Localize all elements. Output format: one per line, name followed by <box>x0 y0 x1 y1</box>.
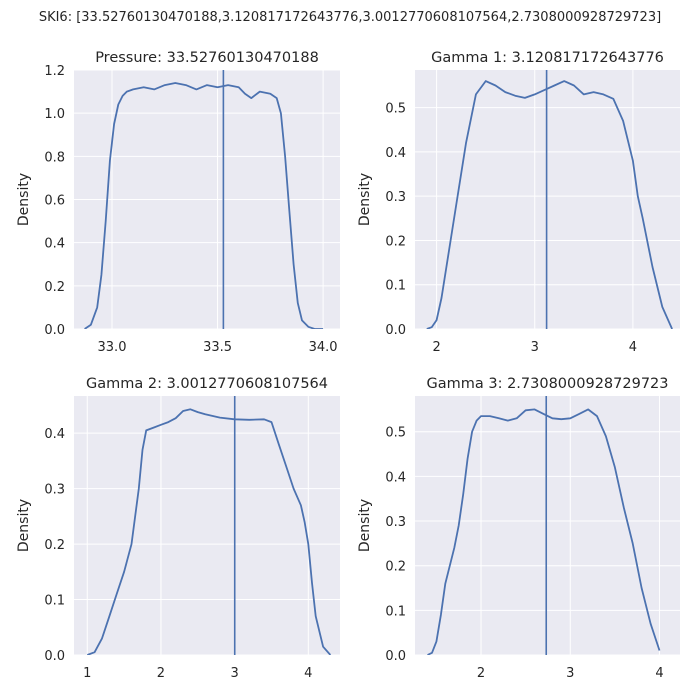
plot-area <box>415 70 680 329</box>
y-tick-label: 0.4 <box>385 146 406 161</box>
y-tick-label: 0.0 <box>385 649 406 664</box>
subplot-gamma-1: 0.0 0.1 0.2 0.3 0.4 0.5 2 3 4 Gamma 1: 3.12081717… <box>357 50 680 355</box>
x-tick-label: 2 <box>157 666 165 681</box>
y-axis-label: Density <box>357 499 373 552</box>
y-tick-label: 0.5 <box>385 426 406 441</box>
y-tick-label: 0.8 <box>44 150 65 165</box>
x-tick-label: 33.5 <box>203 340 232 355</box>
y-tick-label: 0.1 <box>385 604 406 619</box>
y-tick-label: 1.0 <box>44 107 65 122</box>
density-curve <box>426 80 673 329</box>
subplot-title: Gamma 1: 3.120817172643776 <box>431 50 664 66</box>
y-tick-label: 0.2 <box>385 234 406 249</box>
subplot-pressure: 0.0 0.2 0.4 0.6 0.8 1.0 1.2 33.0 33.5 34.0 Pressur… <box>16 50 340 355</box>
y-tick-label: 0.6 <box>44 194 65 209</box>
subplot-title: Gamma 2: 3.0012770608107564 <box>86 376 328 392</box>
subplot-title: Gamma 3: 2.7308000928729723 <box>426 376 668 392</box>
y-tick-label: 0.2 <box>44 280 65 295</box>
x-tick-label: 33.0 <box>98 340 127 355</box>
y-tick-label: 0.4 <box>385 470 406 485</box>
x-tick-label: 4 <box>629 340 637 355</box>
y-tick-label: 0.0 <box>385 323 406 338</box>
x-tick-label: 4 <box>304 666 312 681</box>
y-tick-label: 1.2 <box>44 64 65 79</box>
y-axis-label: Density <box>357 173 373 226</box>
density-curve <box>84 82 324 329</box>
figure-suptitle: SKI6: [33.52760130470188,3.1208171726437… <box>38 10 662 25</box>
y-tick-label: 0.3 <box>385 190 406 205</box>
y-tick-label: 0.2 <box>44 538 65 553</box>
y-tick-label: 0.5 <box>385 102 406 117</box>
y-tick-label: 0.4 <box>44 237 65 252</box>
plot-area <box>415 396 680 655</box>
density-curve <box>86 408 332 655</box>
y-axis-label: Density <box>16 499 32 552</box>
plot-area <box>74 396 340 655</box>
x-tick-label: 4 <box>655 666 663 681</box>
density-curve <box>427 408 661 655</box>
x-tick-label: 1 <box>83 666 91 681</box>
y-tick-label: 0.2 <box>385 560 406 575</box>
y-tick-label: 0.4 <box>44 427 65 442</box>
y-axis-label: Density <box>16 173 32 226</box>
subplot-gamma-2: 0.0 0.1 0.2 0.3 0.4 1 2 3 4 Gamma 2: 3.0012770608… <box>16 376 340 681</box>
x-tick-label: 2 <box>432 340 440 355</box>
x-tick-label: 34.0 <box>309 340 338 355</box>
x-tick-label: 2 <box>477 666 485 681</box>
x-tick-label: 3 <box>566 666 574 681</box>
y-tick-label: 0.1 <box>44 594 65 609</box>
x-tick-label: 3 <box>531 340 539 355</box>
y-tick-label: 0.3 <box>385 515 406 530</box>
y-tick-label: 0.1 <box>385 279 406 294</box>
y-tick-label: 0.3 <box>44 483 65 498</box>
y-tick-label: 0.0 <box>44 649 65 664</box>
subplot-title: Pressure: 33.52760130470188 <box>95 50 319 66</box>
subplot-gamma-3: 0.0 0.1 0.2 0.3 0.4 0.5 2 3 4 Gamma 3: 2.73080009… <box>357 376 680 681</box>
y-tick-label: 0.0 <box>44 323 65 338</box>
x-tick-label: 3 <box>230 666 238 681</box>
